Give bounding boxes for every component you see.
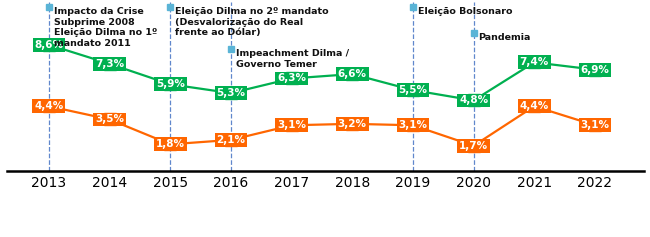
Text: 5,9%: 5,9% xyxy=(156,79,185,89)
Text: 1,7%: 1,7% xyxy=(459,141,488,151)
Text: 6,3%: 6,3% xyxy=(277,73,306,83)
Legend: Eventos, ROIC - 133 Empresas do IGC, ROI - 133 Empresas do IGC: Eventos, ROIC - 133 Empresas do IGC, ROI… xyxy=(72,234,578,237)
Text: 6,6%: 6,6% xyxy=(338,69,367,79)
Text: 3,1%: 3,1% xyxy=(398,120,428,130)
Text: 8,6%: 8,6% xyxy=(34,40,64,50)
Text: 3,1%: 3,1% xyxy=(580,120,610,130)
Text: 3,1%: 3,1% xyxy=(277,120,306,130)
Text: 2,1%: 2,1% xyxy=(216,135,246,145)
Text: 7,4%: 7,4% xyxy=(520,57,549,67)
Text: 6,9%: 6,9% xyxy=(580,65,610,75)
Text: Eleição Bolsonaro: Eleição Bolsonaro xyxy=(418,7,512,16)
Text: Pandemia: Pandemia xyxy=(478,33,531,42)
Text: 3,2%: 3,2% xyxy=(338,119,367,129)
Text: Impeachment Dilma /
Governo Temer: Impeachment Dilma / Governo Temer xyxy=(236,50,349,69)
Text: Impacto da Crise
Subprime 2008
Eleição Dilma no 1º
mandato 2011: Impacto da Crise Subprime 2008 Eleição D… xyxy=(54,7,157,48)
Text: 4,4%: 4,4% xyxy=(34,101,64,111)
Text: 7,3%: 7,3% xyxy=(95,59,124,69)
Text: 5,5%: 5,5% xyxy=(398,85,428,95)
Text: 3,5%: 3,5% xyxy=(95,114,124,124)
Text: Eleição Dilma no 2º mandato
(Desvalorização do Real
frente ao Dólar): Eleição Dilma no 2º mandato (Desvaloriza… xyxy=(175,7,329,37)
Text: 4,8%: 4,8% xyxy=(459,96,488,105)
Text: 4,4%: 4,4% xyxy=(520,101,549,111)
Text: 1,8%: 1,8% xyxy=(156,139,185,149)
Text: 5,3%: 5,3% xyxy=(216,88,246,98)
